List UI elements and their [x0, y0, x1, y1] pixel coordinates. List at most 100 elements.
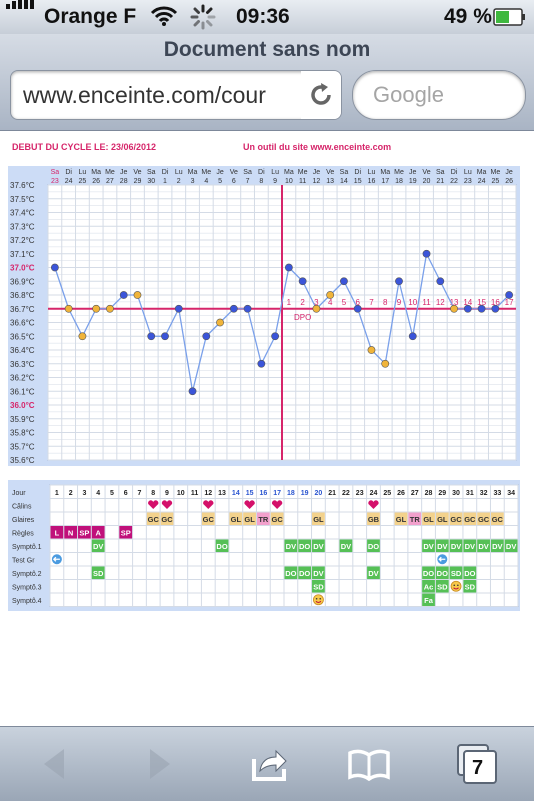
heart-icon [161, 500, 173, 509]
x-day-label: Je [409, 169, 417, 176]
smiley-mouth [453, 587, 459, 590]
row-label: Symptô.3 [12, 585, 42, 592]
y-tick-label: 36.9°C [10, 277, 35, 286]
day-number: 25 [383, 490, 391, 497]
day-number: 14 [232, 490, 240, 497]
browser-nav-bar: Document sans nom www.enceinte.com/cour … [0, 34, 534, 131]
search-field[interactable]: Google [352, 70, 526, 120]
table-cell-text: SD [437, 583, 448, 592]
smiley-eye [453, 584, 456, 587]
table-cell-bg [435, 539, 449, 552]
temperature-line [54, 251, 510, 392]
table-cell-bg [229, 512, 243, 525]
day-number: 28 [425, 490, 433, 497]
table-cell-bg [422, 539, 435, 552]
day-number: 17 [273, 490, 281, 497]
table-cell-bg [243, 512, 256, 525]
share-button[interactable] [246, 741, 292, 787]
wifi-icon [150, 4, 178, 33]
table-cell-bg [312, 566, 325, 579]
day-number: 19 [301, 490, 309, 497]
day-number: 8 [151, 490, 155, 497]
temperature-point [202, 332, 211, 341]
table-cell-text: GL [231, 515, 242, 524]
day-number: 16 [259, 490, 267, 497]
y-tick-label: 36.8°C [10, 291, 35, 300]
x-day-label: Di [258, 169, 265, 176]
forward-button[interactable] [134, 741, 180, 787]
day-number: 18 [287, 490, 295, 497]
address-bar[interactable]: www.enceinte.com/cour [10, 70, 342, 120]
x-date-label: 23 [51, 178, 59, 185]
table-cell-text: GC [464, 515, 476, 524]
table-cell-bg [284, 539, 298, 552]
y-tick-label: 36.5°C [10, 332, 35, 341]
table-cell-bg [312, 539, 325, 552]
x-day-label: Je [216, 169, 224, 176]
cycle-start-label: DEBUT DU CYCLE LE: 23/06/2012 [12, 142, 157, 152]
table-cell-bg [367, 512, 380, 525]
bookmarks-button[interactable] [346, 741, 392, 787]
x-day-label: Sa [436, 169, 445, 176]
bookmarks-book-icon [348, 749, 390, 782]
forward-arrow-icon [150, 749, 170, 779]
table-cell-text: DV [423, 542, 433, 551]
dpo-number: 9 [397, 298, 402, 307]
x-day-label: Me [394, 169, 404, 176]
table-cell-bg [64, 526, 78, 539]
table-cell-text: DV [478, 542, 488, 551]
back-button[interactable] [34, 741, 80, 787]
table-cell-text: DV [465, 542, 475, 551]
dpo-number: 1 [287, 298, 292, 307]
x-day-label: Sa [51, 169, 60, 176]
day-number: 30 [452, 490, 460, 497]
table-cell-bg [394, 512, 408, 525]
x-day-label: Me [105, 169, 115, 176]
browser-toolbar: 7 [0, 726, 534, 801]
heart-icon [368, 500, 379, 509]
table-cell-bg [298, 539, 312, 552]
day-number: 27 [411, 490, 419, 497]
table-cell-text: DV [341, 542, 351, 551]
table-cell-bg [435, 512, 449, 525]
x-day-label: Di [65, 169, 72, 176]
table-cell-bg [78, 526, 91, 539]
heart-icon [271, 500, 283, 509]
x-date-label: 25 [491, 178, 499, 185]
table-cell-bg [256, 512, 270, 525]
reload-button[interactable] [301, 71, 341, 119]
table-cell-bg [435, 580, 449, 593]
table-cell-bg [422, 593, 435, 606]
x-day-label: Me [201, 169, 211, 176]
temperature-point [381, 359, 390, 368]
temperature-point [78, 332, 87, 341]
y-tick-label: 36.7°C [10, 305, 35, 314]
x-date-label: 26 [92, 178, 100, 185]
table-cell-text: GL [437, 515, 448, 524]
heart-icon [244, 500, 255, 509]
tabs-button[interactable]: 7 [454, 741, 500, 787]
url-text: www.enceinte.com/cour [23, 82, 266, 108]
dpo-number: 6 [355, 298, 360, 307]
x-date-label: 6 [232, 178, 236, 185]
x-day-label: Ma [284, 169, 294, 176]
y-tick-label: 35.6°C [10, 456, 35, 465]
activity-spinner-icon [190, 4, 216, 35]
smiley-eye [315, 597, 318, 600]
dpo-number: 17 [505, 298, 514, 307]
table-cell-text: SD [451, 569, 462, 578]
temperature-point [271, 332, 280, 341]
table-cell-bg [463, 580, 477, 593]
day-number: 31 [466, 490, 474, 497]
status-bar: Orange F 09:36 49 % [0, 0, 534, 34]
table-cell-text: GC [271, 515, 283, 524]
x-day-label: Je [313, 169, 321, 176]
table-cell-text: DO [423, 569, 434, 578]
table-cell-bg [50, 526, 64, 539]
table-cell-bg [215, 539, 229, 552]
dpo-number: 12 [436, 298, 445, 307]
day-number: 1 [55, 490, 59, 497]
table-cell-text: DO [368, 542, 379, 551]
dpo-number: 13 [450, 298, 459, 307]
day-number: 33 [493, 490, 501, 497]
